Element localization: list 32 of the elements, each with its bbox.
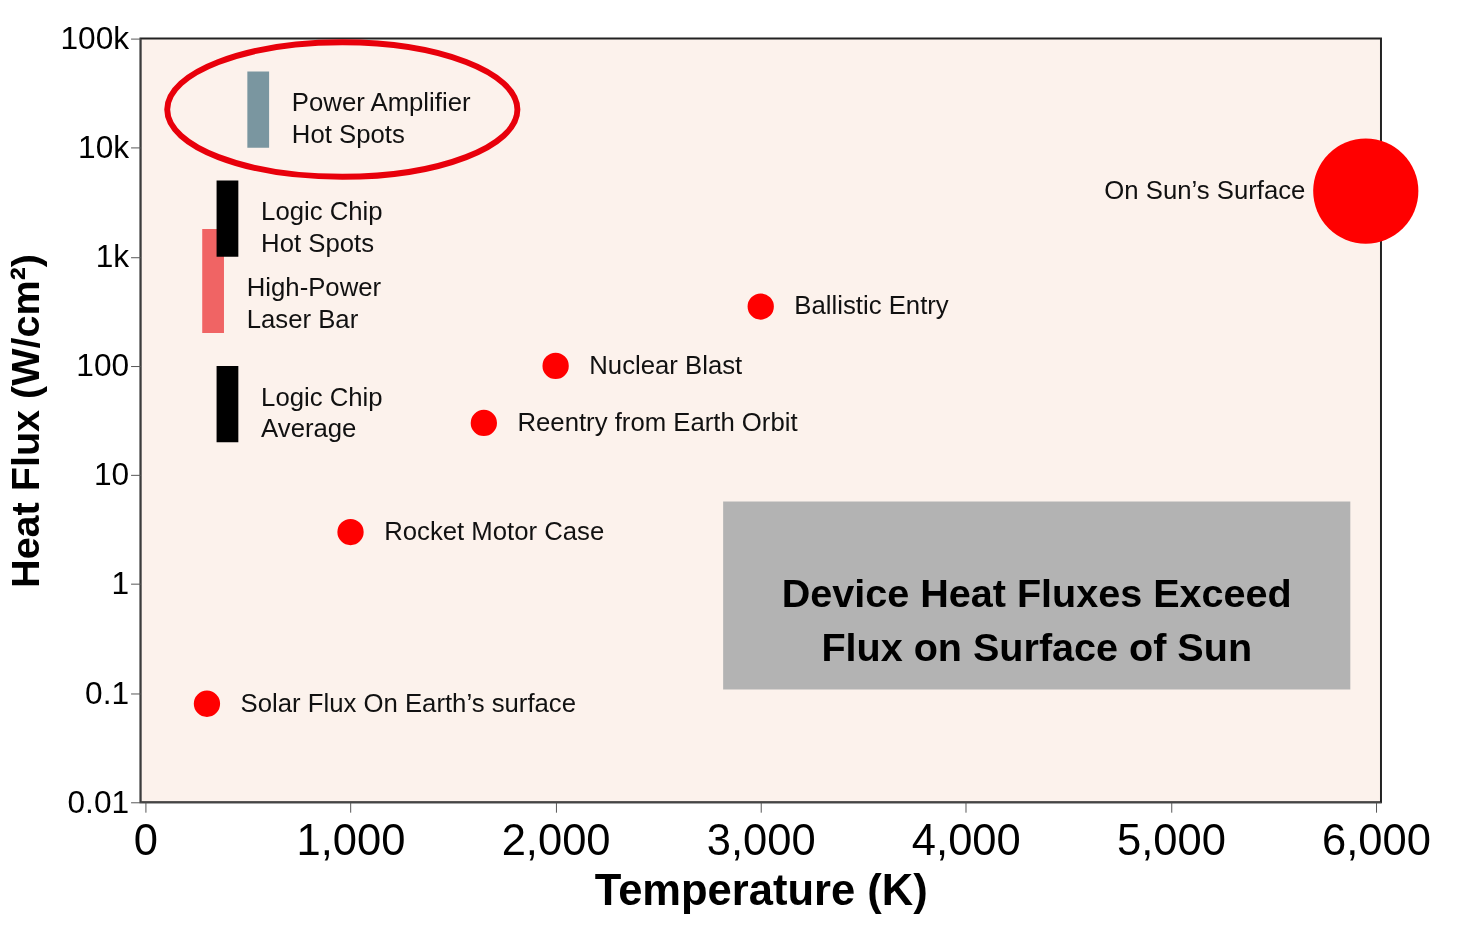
y-tick-label: 1k xyxy=(95,238,130,275)
x-tick-label: 0 xyxy=(133,816,159,865)
y-tick-label: 100 xyxy=(76,347,130,384)
y-tick-label: 10 xyxy=(93,456,130,493)
y-tick-label: 10k xyxy=(78,129,130,166)
x-tick-label: 4,000 xyxy=(911,816,1021,865)
x-axis-title: Temperature (K) xyxy=(594,865,928,914)
y-tick-label: 0.1 xyxy=(85,674,130,711)
y-tick-label: 100k xyxy=(60,19,130,56)
y-tick-label: 1 xyxy=(111,565,130,602)
bar xyxy=(247,71,270,148)
x-tick-label: 2,000 xyxy=(501,816,611,865)
annotation: Reentry from Earth Orbit xyxy=(517,407,798,436)
x-tick-label: 1,000 xyxy=(296,816,406,865)
annotation: Solar Flux On Earth’s surface xyxy=(240,688,577,717)
bar xyxy=(202,228,224,334)
annotation: Logic Chip Hot Spots xyxy=(261,197,383,257)
annotation: Rocket Motor Case xyxy=(384,516,605,545)
annotation: Logic Chip Average xyxy=(261,382,383,443)
y-axis-title: Heat Flux (W/cm²) xyxy=(2,253,47,588)
bar xyxy=(216,180,239,257)
annotation: Power Amplifier Hot Spots xyxy=(291,88,471,148)
annotation: High-Power Laser Bar xyxy=(246,273,382,334)
annotation: On Sun’s Surface xyxy=(1104,176,1306,205)
annotation: Ballistic Entry xyxy=(794,291,949,320)
annotation: Device Heat Fluxes Exceed Flux on Surface of Sun xyxy=(781,571,1292,669)
bar xyxy=(216,365,239,443)
y-tick-label: 0.01 xyxy=(67,783,130,820)
x-tick-label: 3,000 xyxy=(706,816,816,865)
annotation: Nuclear Blast xyxy=(589,350,743,379)
x-tick-label: 5,000 xyxy=(1116,816,1226,865)
x-tick-label: 6,000 xyxy=(1322,816,1431,865)
